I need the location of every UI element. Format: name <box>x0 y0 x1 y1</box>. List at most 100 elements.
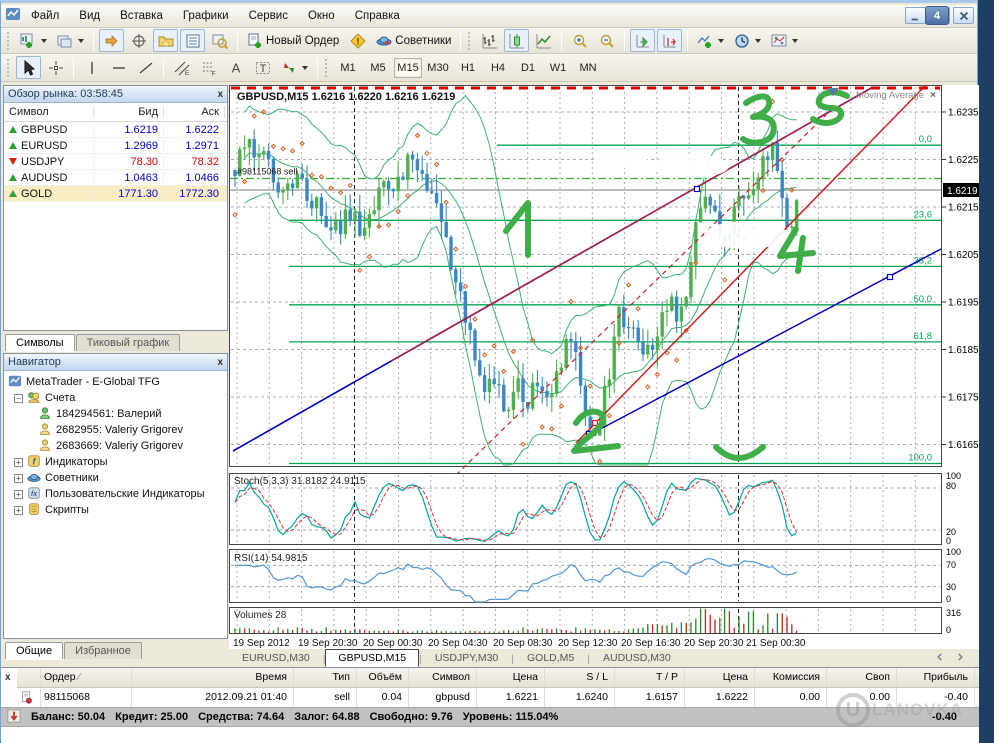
data-window-button[interactable] <box>126 29 151 52</box>
symbol-row-AUDUSD[interactable]: AUDUSD 1.0463 1.0466 <box>4 170 227 186</box>
column-header-Прибыль[interactable]: Прибыль <box>897 668 975 687</box>
order-row[interactable]: 98115068 2012.09.21 01:40 sell 0.04 gbpusd 1.… <box>17 688 979 707</box>
tab-Общие[interactable]: Общие <box>5 642 64 659</box>
chart-tab-GOLD,M5[interactable]: GOLD,M5 <box>527 652 575 664</box>
column-header-Своп[interactable]: Своп <box>827 668 897 687</box>
menu-Вид[interactable]: Вид <box>79 10 101 22</box>
close-button[interactable] <box>953 7 974 24</box>
column-header-Символ[interactable]: Символ <box>409 668 477 687</box>
toolbar-grip[interactable] <box>325 58 330 77</box>
equidistant-channel-button[interactable]: E <box>169 56 194 79</box>
price-chart[interactable]: 0,0 23,6 38,2 50,0 61,8 100,0 GBPUSD,M15 1.621… <box>229 84 979 649</box>
timeframe-M15[interactable]: M15 <box>394 57 422 78</box>
menu-Графики[interactable]: Графики <box>182 10 229 22</box>
column-header-Время[interactable]: Время <box>132 668 294 687</box>
arrows-button[interactable] <box>277 56 312 79</box>
column-header-Цена[interactable]: Цена <box>477 668 545 687</box>
menu-Сервис[interactable]: Сервис <box>248 10 288 22</box>
navigator-button[interactable] <box>153 29 178 52</box>
new-order-button[interactable]: Новый Ордер <box>243 29 343 52</box>
chart-window[interactable]: 0,0 23,6 38,2 50,0 61,8 100,0 GBPUSD,M15 1.621… <box>229 84 979 649</box>
tab-Тиковый график[interactable]: Тиковый график <box>75 334 181 351</box>
indicators-add-button[interactable] <box>693 29 728 52</box>
symbol-row-GBPUSD[interactable]: GBPUSD 1.6219 1.6222 <box>4 122 227 138</box>
toolbar-grip[interactable] <box>7 58 12 77</box>
text-button[interactable]: A <box>223 56 248 79</box>
tab-Символы[interactable]: Символы <box>5 334 75 351</box>
column-header-Ордер[interactable]: Ордер ∕ <box>41 668 132 687</box>
column-header-Бид[interactable]: Бид <box>94 106 164 118</box>
expand-plus-icon[interactable]: + <box>14 473 23 483</box>
crosshair-button[interactable] <box>43 56 68 79</box>
mailbox-badge[interactable]: 4 <box>925 6 949 25</box>
vertical-line-button[interactable] <box>79 56 104 79</box>
column-header-Аск[interactable]: Аск <box>164 106 225 118</box>
symbol-row-USDJPY[interactable]: USDJPY 78.30 78.32 <box>4 154 227 170</box>
expand-plus-icon[interactable]: + <box>14 489 23 499</box>
line-chart-button[interactable] <box>531 29 556 52</box>
symbol-row-EURUSD[interactable]: EURUSD 1.2969 1.2971 <box>4 138 227 154</box>
tree-account[interactable]: 184294561: Валерий <box>4 406 227 422</box>
column-header-Тип[interactable]: Тип <box>294 668 357 687</box>
close-icon[interactable]: x <box>5 672 11 683</box>
tree-root[interactable]: MetaTrader - E-Global TFG <box>4 374 227 390</box>
toolbar-grip[interactable] <box>468 31 474 50</box>
timeframe-H1[interactable]: H1 <box>460 61 476 74</box>
tab-Избранное[interactable]: Избранное <box>64 642 142 659</box>
close-icon[interactable]: x <box>217 356 223 368</box>
chart-tab-USDJPY,M30[interactable]: USDJPY,M30 <box>434 652 499 664</box>
tree-accounts[interactable]: − Счета <box>4 390 227 406</box>
menu-Справка[interactable]: Справка <box>354 10 400 22</box>
column-header-Объём[interactable]: Объём <box>357 668 409 687</box>
tree-group-1[interactable]: + Советники <box>4 470 227 486</box>
templates-button[interactable] <box>767 29 802 52</box>
zoom-out-button[interactable] <box>594 29 619 52</box>
tree-account[interactable]: 2682955: Valeriy Grigorev <box>4 422 227 438</box>
fibonacci-button[interactable]: F <box>196 56 221 79</box>
column-header-Цена[interactable]: Цена <box>685 668 755 687</box>
timeframe-MN[interactable]: MN <box>579 61 597 74</box>
tree-group-0[interactable]: + f Индикаторы <box>4 454 227 470</box>
column-header-Символ[interactable]: Символ <box>4 106 94 118</box>
strategy-tester-button[interactable] <box>207 29 232 52</box>
column-header-T / P[interactable]: T / P <box>615 668 685 687</box>
zoom-in-button[interactable] <box>567 29 592 52</box>
toolbar-grip[interactable] <box>7 31 12 50</box>
chart-tab-EURUSD,M30[interactable]: EURUSD,M30 <box>242 652 310 664</box>
timeframe-M5[interactable]: M5 <box>370 61 386 74</box>
timeframe-H4[interactable]: H4 <box>490 61 506 74</box>
chart-shift-button[interactable] <box>657 29 683 52</box>
menu-Файл[interactable]: Файл <box>31 10 60 22</box>
close-icon[interactable]: x <box>217 88 223 100</box>
tab-scroll-right-icon[interactable] <box>955 652 965 664</box>
tree-group-3[interactable]: + Скрипты <box>4 502 227 518</box>
market-watch-button[interactable] <box>99 29 124 52</box>
candle-chart-button[interactable] <box>504 29 530 52</box>
menu-Вставка[interactable]: Вставка <box>120 10 163 22</box>
column-header-S / L[interactable]: S / L <box>545 668 615 687</box>
horizontal-line-button[interactable] <box>106 56 131 79</box>
timeframe-M1[interactable]: M1 <box>340 61 356 74</box>
terminal-button[interactable] <box>180 29 205 52</box>
timeframe-M30[interactable]: M30 <box>427 61 449 74</box>
warning-button[interactable]: ! <box>345 29 370 52</box>
new-chart-button[interactable] <box>16 29 51 52</box>
tree-account[interactable]: 2683669: Valeriy Grigorev <box>4 438 227 454</box>
minimize-button[interactable] <box>905 7 926 24</box>
timeframe-W1[interactable]: W1 <box>549 61 567 74</box>
menu-Окно[interactable]: Окно <box>307 10 335 22</box>
periods-clock-button[interactable] <box>730 29 765 52</box>
advisors-button[interactable]: Советники <box>372 29 455 52</box>
chart-tab-GBPUSD,M15[interactable]: GBPUSD,M15 <box>325 649 420 667</box>
expand-minus-icon[interactable]: − <box>14 393 23 403</box>
cursor-button[interactable] <box>16 56 41 79</box>
chart-tab-AUDUSD,M30[interactable]: AUDUSD,M30 <box>603 652 671 664</box>
text-label-button[interactable]: T <box>250 56 275 79</box>
bar-chart-button[interactable] <box>477 29 502 52</box>
tree-group-2[interactable]: + fx Пользовательские Индикаторы <box>4 486 227 502</box>
auto-scroll-button[interactable] <box>630 29 656 52</box>
symbol-row-GOLD[interactable]: GOLD 1771.30 1772.30 <box>4 186 227 202</box>
tab-scroll-left-icon[interactable] <box>935 652 945 664</box>
expand-plus-icon[interactable]: + <box>14 505 23 515</box>
profiles-button[interactable] <box>53 29 88 52</box>
